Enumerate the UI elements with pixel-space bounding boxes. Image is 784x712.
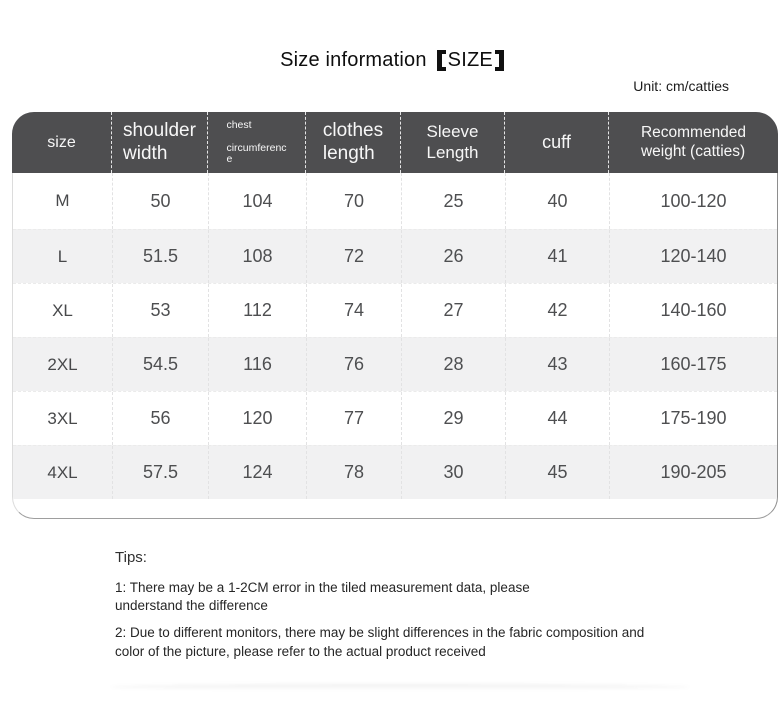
table-row-4xl: 4XL 57.5 124 78 30 45 190-205 — [13, 445, 777, 499]
table-cell: 120-140 — [609, 230, 777, 283]
header-label-cuff: cuff — [542, 132, 571, 152]
page-bottom-shadow — [110, 684, 690, 690]
table-cell: 45 — [505, 446, 609, 499]
table-cell: 70 — [306, 173, 401, 229]
tips-heading: Tips: — [115, 549, 147, 566]
table-cell: 27 — [401, 284, 505, 337]
table-cell: 140-160 — [609, 284, 777, 337]
table-cell: 112 — [208, 284, 306, 337]
table-row-3xl: 3XL 56 120 77 29 44 175-190 — [13, 391, 777, 445]
table-cell: 29 — [401, 392, 505, 445]
table-cell: 3XL — [47, 408, 78, 428]
header-label-shoulder-width: shoulder width — [123, 120, 196, 164]
table-cell: 77 — [306, 392, 401, 445]
tip-item-1: 1: There may be a 1-2CM error in the til… — [115, 580, 530, 614]
right-lenticular-bracket — [494, 49, 504, 71]
table-cell: 190-205 — [609, 446, 777, 499]
table-row-m: M 50 104 70 25 40 100-120 — [13, 173, 777, 229]
size-table: size shoulder width chest circumferenc e… — [12, 112, 778, 519]
table-cell: M — [55, 191, 70, 210]
header-label-recommended-weight: Recommended weight (catties) — [640, 123, 747, 160]
table-cell: 160-175 — [609, 338, 777, 391]
table-row-2xl: 2XL 54.5 116 76 28 43 160-175 — [13, 337, 777, 391]
page-title: Size information SIZE — [0, 46, 784, 74]
header-cell-recommended-weight: Recommended weight (catties) — [608, 112, 778, 173]
header-cell-chest-circumference: chest circumferenc e — [207, 112, 305, 173]
table-cell: 108 — [208, 230, 306, 283]
table-cell: 50 — [112, 173, 208, 229]
table-cell: 78 — [306, 446, 401, 499]
page-title-text: Size information — [280, 48, 427, 71]
size-table-body: M 50 104 70 25 40 100-120 L 51.5 108 72 26 41 120-140… — [12, 173, 778, 519]
table-cell: 28 — [401, 338, 505, 391]
table-cell: L — [57, 246, 68, 266]
table-cell: 74 — [306, 284, 401, 337]
header-cell-cuff: cuff — [504, 112, 608, 173]
left-lenticular-bracket — [436, 49, 446, 71]
table-cell: 116 — [208, 338, 306, 391]
table-cell: XL — [52, 300, 73, 320]
table-cell: 44 — [505, 392, 609, 445]
size-table-header: size shoulder width chest circumferenc e… — [12, 112, 778, 173]
header-cell-sleeve-length: Sleeve Length — [400, 112, 504, 173]
table-cell: 43 — [505, 338, 609, 391]
table-cell: 57.5 — [112, 446, 208, 499]
table-cell: 54.5 — [112, 338, 208, 391]
table-cell: 175-190 — [609, 392, 777, 445]
table-row-l: L 51.5 108 72 26 41 120-140 — [13, 229, 777, 283]
table-row-xl: XL 53 112 74 27 42 140-160 — [13, 283, 777, 337]
header-cell-size: size — [12, 112, 111, 173]
table-cell: 104 — [208, 173, 306, 229]
unit-note: Unit: cm/catties — [633, 78, 729, 94]
table-cell: 42 — [505, 284, 609, 337]
header-cell-shoulder-width: shoulder width — [111, 112, 207, 173]
table-cell: 124 — [208, 446, 306, 499]
table-cell: 26 — [401, 230, 505, 283]
table-cell: 40 — [505, 173, 609, 229]
table-cell: 120 — [208, 392, 306, 445]
table-cell: 4XL — [47, 462, 78, 482]
header-label-chest-circumference: chest circumferenc e — [226, 119, 287, 165]
table-cell: 56 — [112, 392, 208, 445]
table-cell: 100-120 — [609, 173, 777, 229]
header-label-clothes-length: clothes length — [322, 120, 384, 164]
tips-section: Tips: 1: There may be a 1-2CM error in t… — [115, 549, 775, 670]
header-label-sleeve-length: Sleeve Length — [426, 122, 479, 162]
page-title-tag: SIZE — [447, 48, 493, 71]
table-cell: 25 — [401, 173, 505, 229]
table-cell: 76 — [306, 338, 401, 391]
header-label-size: size — [47, 133, 76, 151]
table-cell: 30 — [401, 446, 505, 499]
table-cell: 41 — [505, 230, 609, 283]
table-cell: 72 — [306, 230, 401, 283]
table-cell: 2XL — [47, 354, 78, 374]
table-cell: 53 — [112, 284, 208, 337]
header-cell-clothes-length: clothes length — [305, 112, 400, 173]
tip-item-2: 2: Due to different monitors, there may … — [115, 625, 645, 659]
table-cell: 51.5 — [112, 230, 208, 283]
